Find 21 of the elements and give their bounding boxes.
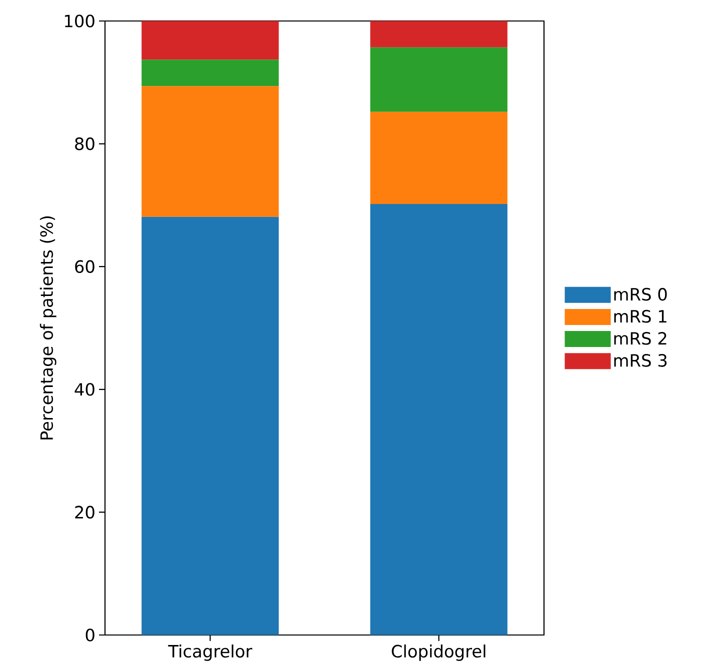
- y-tick-label: 60: [75, 260, 94, 273]
- legend-label: mRS 0: [614, 288, 667, 301]
- x-tick-label: Ticagrelor: [168, 644, 252, 661]
- y-tick-label: 20: [75, 506, 94, 519]
- bar: [142, 86, 279, 217]
- bar: [370, 204, 508, 635]
- bar: [370, 112, 508, 204]
- y-axis-title: Percentage of patients (%): [40, 216, 56, 440]
- y-tick-label: 100: [65, 14, 94, 28]
- legend-label: mRS 2: [614, 332, 666, 345]
- bar: [142, 20, 279, 60]
- y-tick-label: 40: [74, 382, 94, 396]
- bar: [142, 216, 279, 635]
- bar: [370, 20, 508, 48]
- legend-label: mRS 3: [614, 354, 667, 367]
- bar: [370, 47, 508, 112]
- y-tick-label: 0: [86, 628, 94, 642]
- x-tick-label: Clopidogrel: [392, 644, 486, 661]
- legend-label: mRS 1: [614, 310, 666, 323]
- bar: [142, 60, 279, 86]
- y-tick-label: 80: [75, 137, 94, 150]
